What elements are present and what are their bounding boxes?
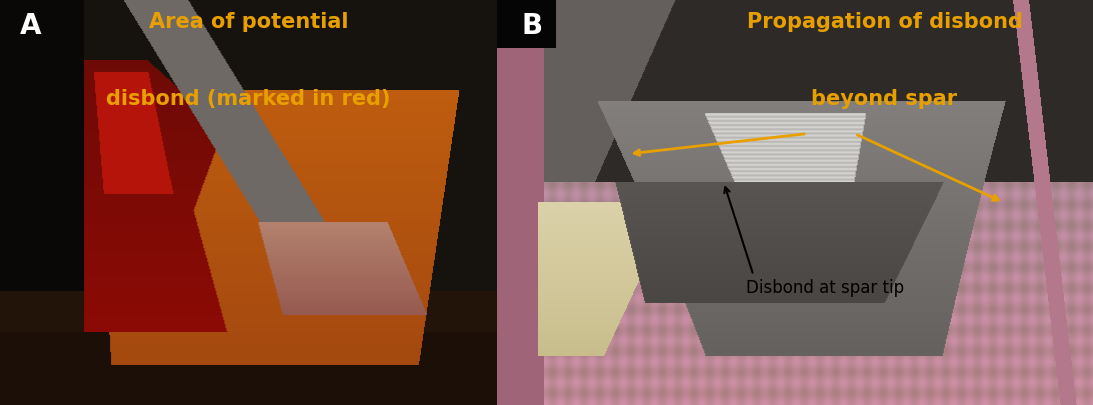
Text: Area of potential: Area of potential (149, 12, 349, 32)
Text: B: B (521, 12, 542, 40)
Text: A: A (20, 12, 42, 40)
Text: Disbond at spar tip: Disbond at spar tip (745, 279, 904, 297)
Text: disbond (marked in red): disbond (marked in red) (106, 89, 391, 109)
Text: beyond spar: beyond spar (811, 89, 957, 109)
Text: Propagation of disbond: Propagation of disbond (747, 12, 1022, 32)
